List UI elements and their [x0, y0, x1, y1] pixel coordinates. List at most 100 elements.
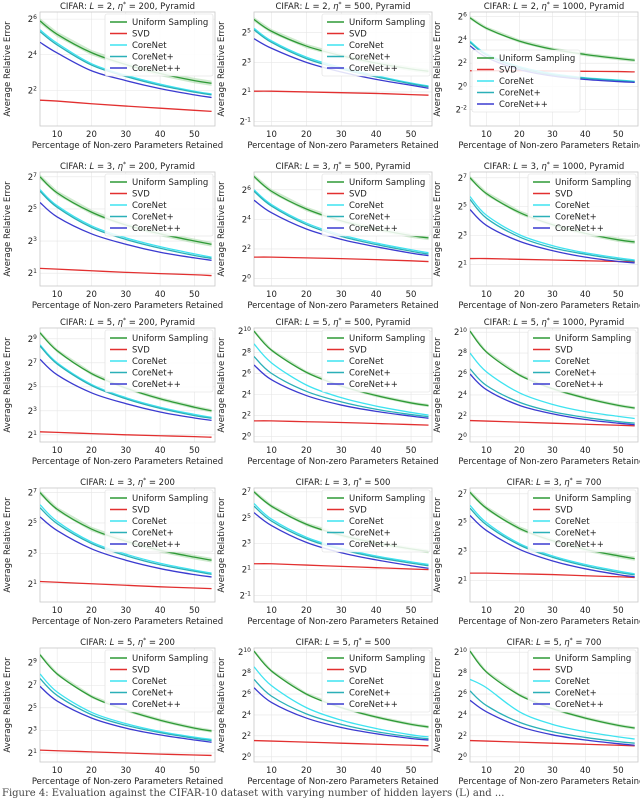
- y-tick-label: 20: [242, 751, 251, 763]
- y-tick-base: 2: [458, 576, 463, 586]
- x-tick-label: 20: [514, 766, 525, 776]
- legend-box: [321, 489, 431, 553]
- x-tick-label: 40: [155, 766, 166, 776]
- y-tick-base: 2: [458, 433, 463, 443]
- y-axis-label: Average Relative Error: [3, 21, 13, 117]
- x-axis-label: Percentage of Non-zero Parameters Retain…: [458, 301, 640, 311]
- legend-label-corenet-pp: CoreNet++: [132, 380, 181, 390]
- title-prefix: CIFAR:: [296, 478, 326, 488]
- y-tick-exponent: 8: [463, 668, 467, 675]
- y-tick-exponent: 7: [33, 487, 37, 494]
- chart-title: CIFAR: L = 5, η* = 1000, Pyramid: [484, 317, 625, 329]
- y-tick-exponent: 9: [33, 657, 37, 664]
- title-l-symbol: L: [90, 162, 95, 172]
- title-eta-symbol: η: [333, 2, 339, 12]
- y-tick-base: 2: [242, 245, 247, 255]
- y-tick-exponent: 5: [33, 203, 37, 210]
- y-tick-label: 210: [454, 327, 467, 339]
- title-eta-value: = 500: [362, 478, 391, 488]
- y-tick-base: 2: [242, 711, 247, 721]
- x-tick-label: 20: [301, 766, 312, 776]
- y-tick-exponent: 6: [247, 368, 251, 375]
- y-tick-base: 2: [242, 186, 247, 196]
- y-tick-base: 2: [28, 359, 33, 369]
- y-tick-exponent: 4: [247, 214, 251, 221]
- legend-label-svd: SVD: [349, 190, 367, 200]
- y-axis-label: Average Relative Error: [217, 497, 227, 593]
- y-tick-label: 24: [242, 214, 251, 226]
- title-eta-star: *: [570, 477, 573, 484]
- y-tick-exponent: 3: [33, 236, 37, 243]
- y-axis-label: Average Relative Error: [3, 497, 13, 593]
- legend-label-corenet: CoreNet: [349, 677, 384, 687]
- uniform-sampling-band: [470, 16, 635, 63]
- plot-frame: [253, 171, 433, 287]
- title-prefix: CIFAR:: [507, 478, 537, 488]
- y-tick-base: 2: [28, 86, 33, 96]
- legend-label-corenet-plus: CoreNet+: [349, 213, 391, 223]
- title-eta-star: *: [339, 317, 342, 324]
- title-prefix: CIFAR:: [60, 2, 90, 12]
- series-line-corenet-plus: [40, 31, 212, 96]
- title-eta-value: = 500, Pyramid: [342, 162, 411, 172]
- y-tick-base: 2: [242, 488, 247, 498]
- y-tick-base: 2: [242, 348, 247, 358]
- legend-box: [104, 649, 214, 713]
- x-tick-label: 40: [371, 290, 382, 300]
- legend-label-corenet: CoreNet: [132, 41, 167, 51]
- y-tick-base: 2: [242, 753, 247, 763]
- y-tick-exponent: 4: [247, 389, 251, 396]
- title-eta-value: = 500, Pyramid: [342, 318, 411, 328]
- title-prefix: CIFAR:: [275, 162, 305, 172]
- title-eta-symbol: η: [138, 478, 144, 488]
- legend-label-corenet-pp: CoreNet++: [349, 224, 398, 234]
- y-tick-exponent: 5: [33, 517, 37, 524]
- title-prefix: CIFAR:: [296, 638, 326, 648]
- series-line-corenet-pp: [40, 685, 212, 743]
- chart-title: CIFAR: L = 3, η* = 200: [80, 477, 175, 489]
- y-tick-base: 2: [28, 269, 33, 279]
- y-tick-label: 210: [238, 647, 251, 659]
- y-axis-label: Average Relative Error: [433, 657, 443, 753]
- title-prefix: CIFAR:: [507, 638, 537, 648]
- legend-label-uniform: Uniform Sampling: [555, 178, 631, 188]
- title-eta-star: *: [547, 317, 550, 324]
- plot-frame: [469, 171, 639, 287]
- y-tick-base: 2: [242, 391, 247, 401]
- y-tick-base: 2: [458, 547, 463, 557]
- series-line-corenet: [40, 344, 212, 419]
- y-tick-exponent: 3: [33, 548, 37, 555]
- y-tick-exponent: 6: [463, 689, 467, 696]
- y-tick-label: 21: [242, 564, 251, 576]
- y-tick-exponent: 4: [463, 389, 467, 396]
- legend-label-corenet-plus: CoreNet+: [555, 213, 597, 223]
- title-l-value: = 3,: [310, 162, 333, 172]
- legend-label-corenet: CoreNet: [555, 357, 590, 367]
- legend-label-uniform: Uniform Sampling: [132, 494, 208, 504]
- y-tick-base: 2: [242, 433, 247, 443]
- y-tick-exponent: 7: [247, 486, 251, 493]
- x-tick-label: 50: [406, 130, 417, 140]
- y-tick-base: 2: [458, 59, 463, 69]
- legend-label-uniform: Uniform Sampling: [349, 654, 425, 664]
- y-tick-label: 210: [238, 326, 251, 338]
- x-tick-label: 40: [580, 290, 591, 300]
- legend-label-svd: SVD: [555, 506, 573, 516]
- x-tick-label: 10: [266, 606, 277, 616]
- y-tick-exponent: 2: [247, 243, 251, 250]
- y-tick-base: 2: [28, 173, 33, 183]
- x-tick-label: 20: [514, 446, 525, 456]
- legend-label-corenet-plus: CoreNet+: [499, 89, 541, 99]
- legend-label-svd: SVD: [349, 506, 367, 516]
- legend-box: [104, 13, 214, 77]
- y-tick-label: 26: [242, 184, 251, 196]
- title-eta-symbol: η: [564, 638, 570, 648]
- title-l-value: = 2,: [310, 2, 333, 12]
- y-tick-exponent: 2: [463, 58, 467, 65]
- x-tick-label: 30: [120, 606, 131, 616]
- y-tick-base: 2: [458, 711, 463, 721]
